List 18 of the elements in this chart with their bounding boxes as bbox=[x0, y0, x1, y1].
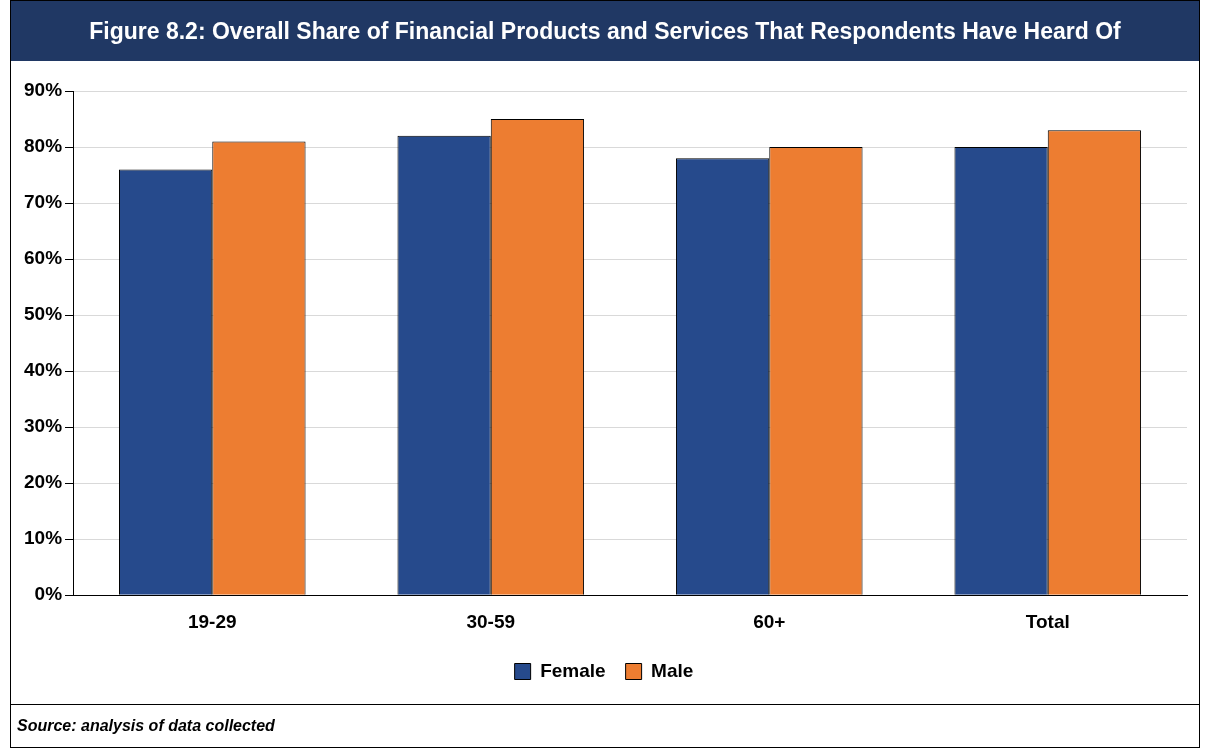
x-tick-label: 19-29 bbox=[187, 610, 237, 632]
x-tick-label: Total bbox=[1025, 610, 1070, 632]
y-tick-label: 80% bbox=[24, 135, 63, 157]
y-tick-label: 40% bbox=[24, 359, 63, 381]
chart-title: Figure 8.2: Overall Share of Financial Products and Services That Respondents Have Heard Of bbox=[11, 1, 1199, 61]
y-tick-label: 70% bbox=[24, 191, 63, 213]
y-tick-label: 30% bbox=[24, 415, 63, 437]
y-tick-label: 20% bbox=[24, 471, 63, 493]
x-tick-label: 60+ bbox=[753, 610, 786, 632]
y-tick-label: 60% bbox=[24, 247, 63, 269]
y-tick-label: 0% bbox=[34, 583, 63, 605]
x-tick-label: 30-59 bbox=[466, 610, 516, 632]
y-tick-label: 10% bbox=[24, 527, 63, 549]
y-tick-label: 90% bbox=[24, 79, 63, 101]
y-tick-label: 50% bbox=[24, 303, 63, 325]
legend-label: Male bbox=[651, 659, 694, 681]
source-note: Source: analysis of data collected bbox=[11, 704, 1199, 747]
legend-label: Female bbox=[540, 659, 606, 681]
